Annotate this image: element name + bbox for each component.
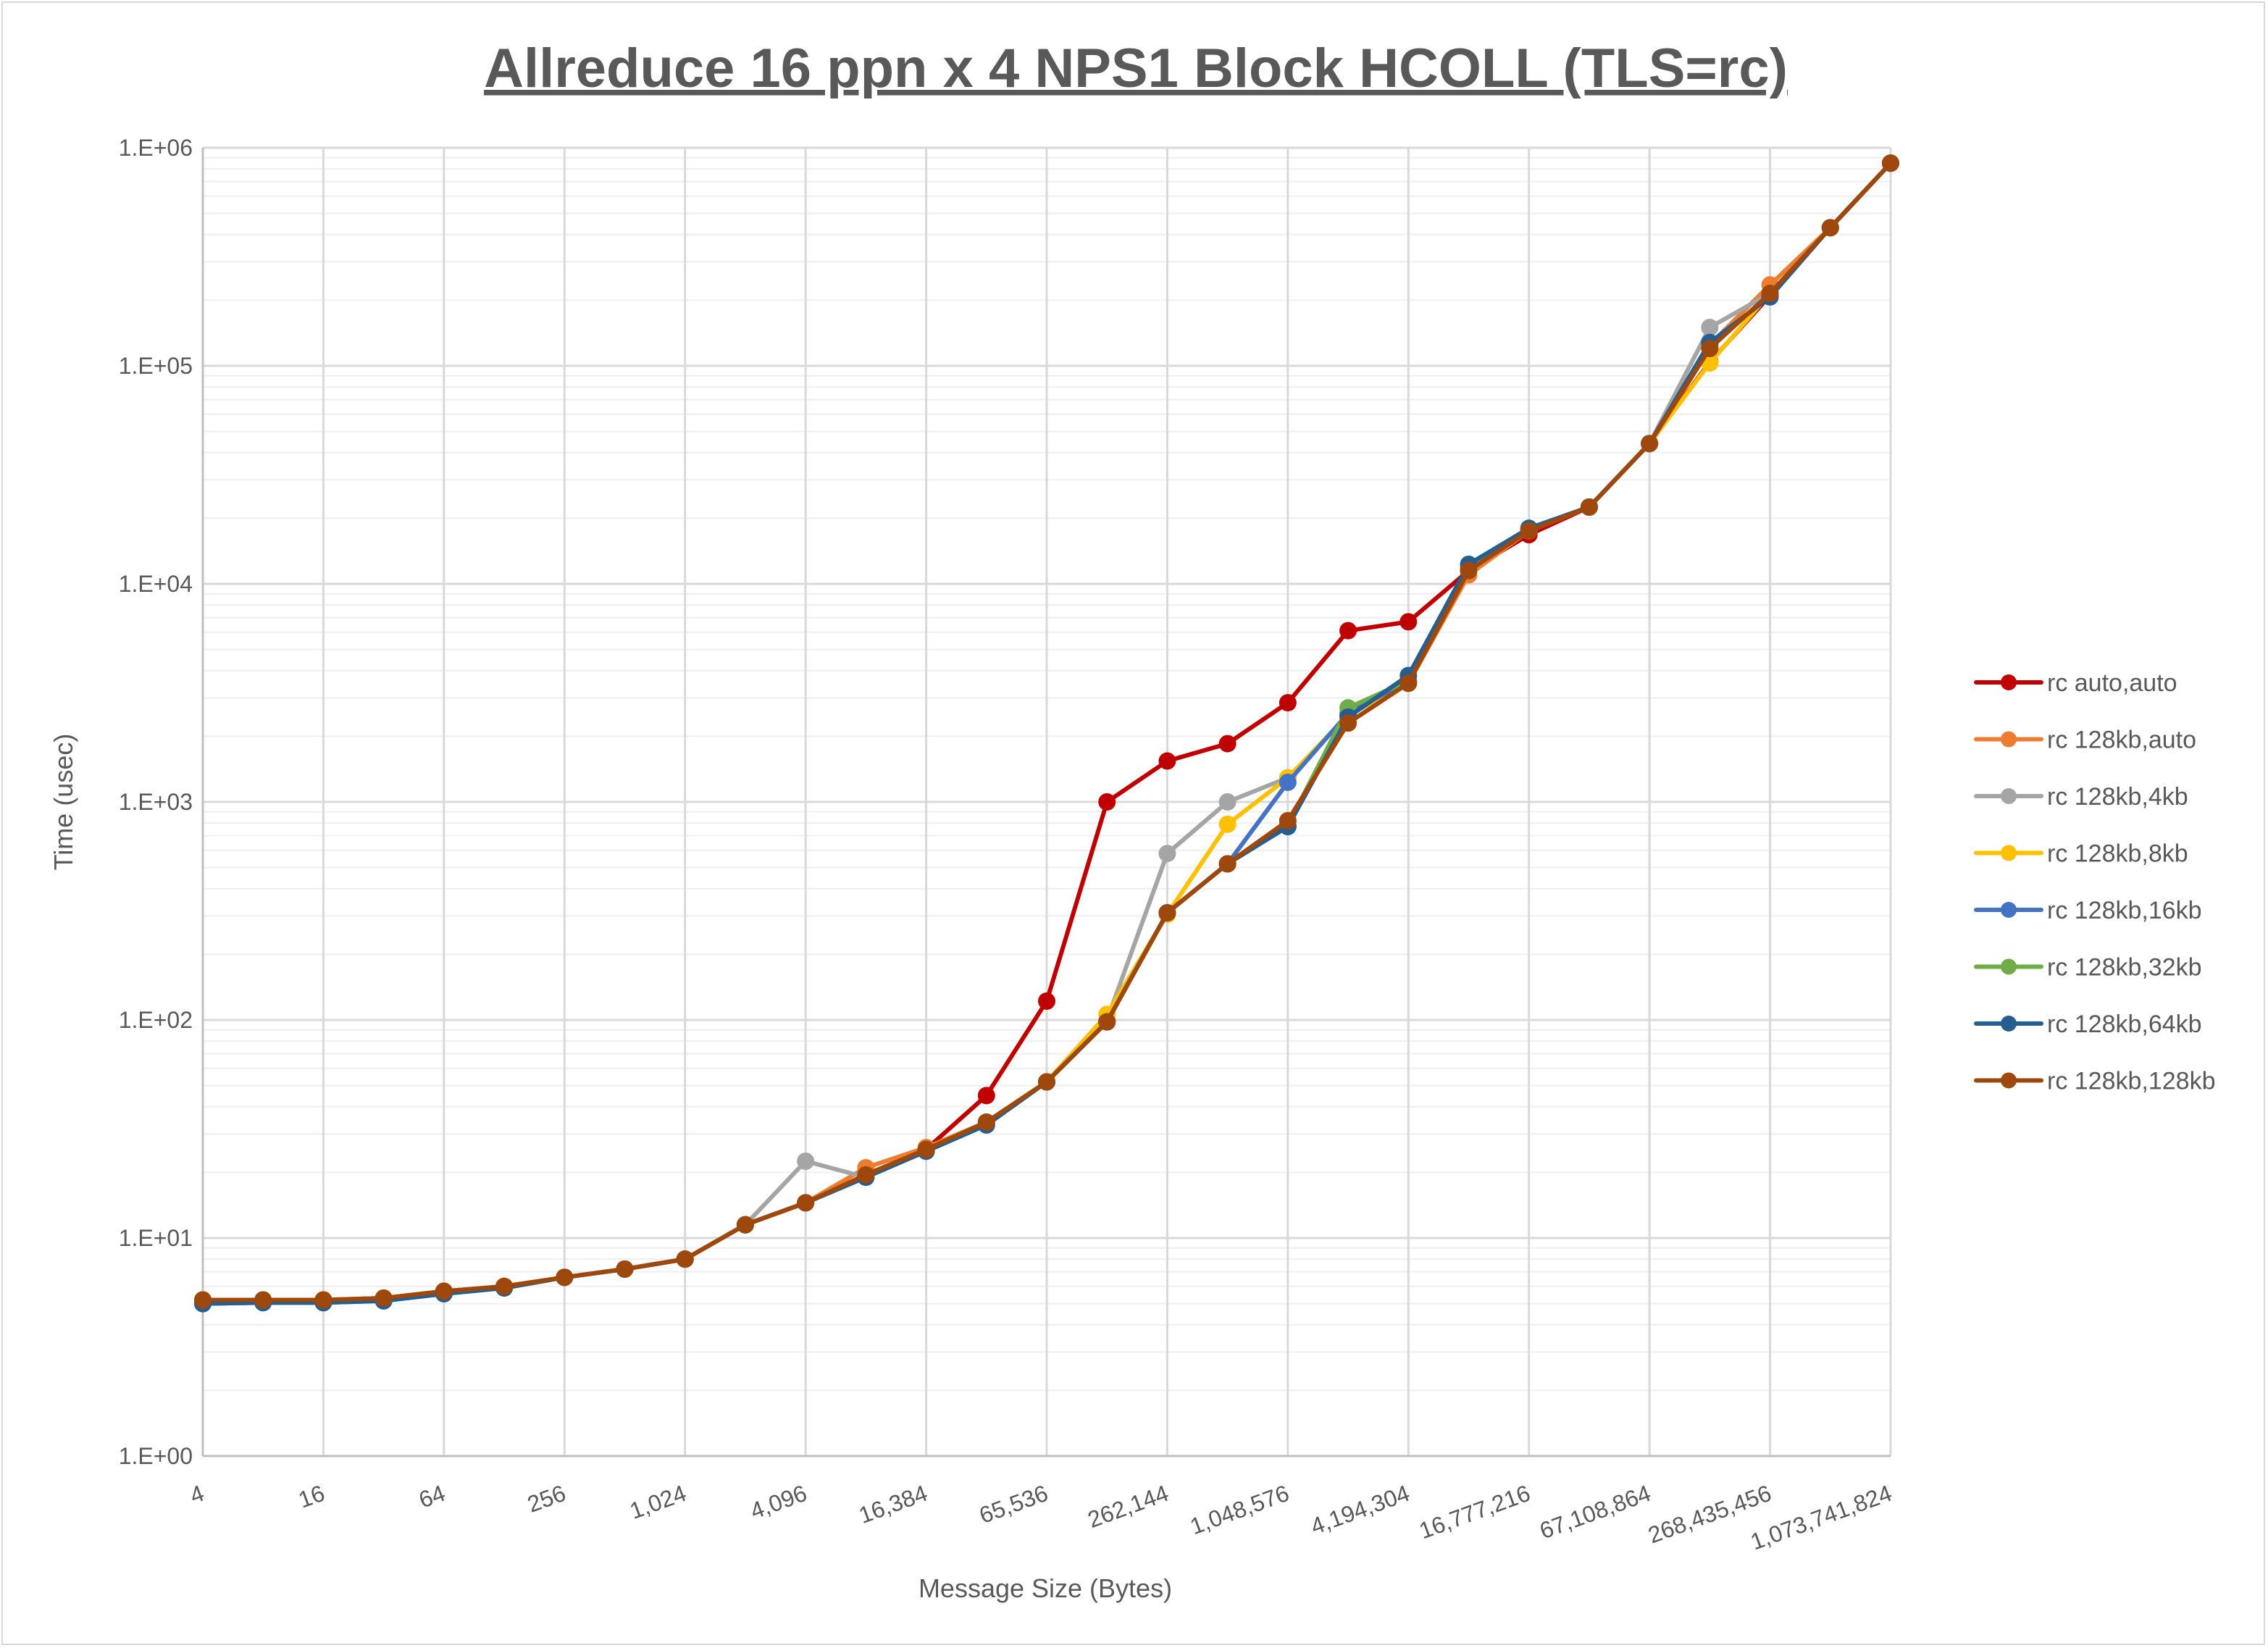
data-point xyxy=(314,1291,332,1309)
legend-marker xyxy=(2001,1072,2017,1089)
legend: rc auto,auto rc 128kb,auto rc 128kb,4kb rc … xyxy=(1974,669,2216,1095)
data-point xyxy=(1580,498,1598,516)
legend-item: rc 128kb,64kb xyxy=(1974,1011,2202,1038)
data-point xyxy=(1038,992,1055,1011)
data-point xyxy=(1761,284,1779,302)
data-point xyxy=(1158,904,1176,922)
data-point xyxy=(797,1152,815,1170)
data-point xyxy=(1218,815,1236,833)
data-point xyxy=(1339,622,1357,640)
x-tick-label: 16,384 xyxy=(855,1480,931,1528)
y-tick-label: 1.E+02 xyxy=(119,1007,193,1033)
data-point xyxy=(435,1282,453,1300)
y-axis-title: Time (usec) xyxy=(49,734,78,871)
data-point xyxy=(1279,694,1297,712)
y-tick-label: 1.E+04 xyxy=(119,571,193,597)
x-tick-label: 1,048,576 xyxy=(1187,1480,1292,1540)
data-point xyxy=(1218,793,1236,811)
axes: 1.E+00 1.E+01 1.E+02 1.E+03 1.E+04 1.E+05 1.E+… xyxy=(119,135,1896,1555)
legend-marker xyxy=(2001,958,2017,975)
y-tick-label: 1.E+05 xyxy=(119,353,193,379)
data-point xyxy=(736,1216,754,1234)
legend-item: rc 128kb,auto xyxy=(1974,727,2196,754)
legend-marker xyxy=(2001,1016,2017,1032)
y-tick-label: 1.E+00 xyxy=(119,1443,193,1469)
legend-marker xyxy=(2001,788,2017,804)
y-tick-label: 1.E+03 xyxy=(119,789,193,815)
data-point xyxy=(1399,613,1418,631)
legend-item: rc 128kb,32kb xyxy=(1974,954,2202,982)
gridlines xyxy=(203,146,1892,1457)
data-point xyxy=(1218,735,1236,753)
legend-marker xyxy=(2001,902,2017,918)
x-tick-label: 16,777,216 xyxy=(1415,1480,1533,1544)
x-tick-label: 4 xyxy=(186,1480,207,1509)
data-point xyxy=(1038,1073,1055,1091)
data-point xyxy=(1460,561,1478,580)
data-point xyxy=(1339,714,1357,732)
x-axis-title: Message Size (Bytes) xyxy=(919,1573,1172,1603)
data-point xyxy=(1882,154,1899,172)
data-point xyxy=(1641,435,1659,453)
data-point xyxy=(194,1291,212,1309)
legend-label: rc 128kb,32kb xyxy=(2047,954,2202,982)
legend-item: rc 128kb,128kb xyxy=(1974,1068,2216,1095)
data-point xyxy=(857,1166,875,1184)
data-point xyxy=(676,1250,694,1268)
legend-marker xyxy=(2001,731,2017,748)
data-point xyxy=(1158,845,1176,863)
data-point xyxy=(556,1268,574,1287)
legend-marker xyxy=(2001,845,2017,861)
x-tick-label: 1,024 xyxy=(627,1480,690,1524)
legend-label: rc 128kb,4kb xyxy=(2047,783,2188,811)
data-point xyxy=(1701,318,1719,336)
x-tick-label: 64 xyxy=(415,1480,448,1513)
legend-item: rc 128kb,4kb xyxy=(1974,783,2188,811)
legend-label: rc 128kb,128kb xyxy=(2047,1068,2216,1095)
data-point xyxy=(1218,855,1236,873)
legend-label: rc 128kb,16kb xyxy=(2047,897,2202,924)
y-tick-label: 1.E+06 xyxy=(119,135,193,161)
x-tick-label: 262,144 xyxy=(1084,1480,1172,1533)
data-point xyxy=(977,1087,995,1105)
data-point xyxy=(797,1194,815,1212)
data-point xyxy=(1098,1013,1116,1031)
data-point xyxy=(1399,674,1418,693)
data-point xyxy=(1279,811,1297,829)
series-rc-128kb-128kb xyxy=(194,154,1899,1309)
plot-area xyxy=(194,154,1899,1313)
data-point xyxy=(1520,522,1538,540)
legend-label: rc 128kb,auto xyxy=(2047,727,2196,754)
x-tick-label: 16 xyxy=(295,1480,328,1513)
data-point xyxy=(254,1291,272,1309)
x-tick-label: 256 xyxy=(524,1480,569,1518)
legend-label: rc 128kb,8kb xyxy=(2047,840,2188,868)
chart-title: Allreduce 16 ppn x 4 NPS1 Block HCOLL (T… xyxy=(484,38,1788,99)
data-point xyxy=(1701,340,1719,358)
x-tick-label: 4,194,304 xyxy=(1307,1480,1413,1540)
data-point xyxy=(1279,773,1297,791)
legend-label: rc 128kb,64kb xyxy=(2047,1011,2202,1038)
x-tick-label: 65,536 xyxy=(976,1480,1051,1528)
x-tick-label: 4,096 xyxy=(747,1480,811,1524)
legend-item: rc 128kb,16kb xyxy=(1974,897,2202,924)
data-point xyxy=(917,1140,935,1158)
data-point xyxy=(1821,219,1839,237)
data-point xyxy=(374,1289,393,1307)
legend-item: rc auto,auto xyxy=(1974,669,2177,697)
legend-label: rc auto,auto xyxy=(2047,669,2177,697)
data-point xyxy=(1098,793,1116,811)
legend-marker xyxy=(2001,674,2017,690)
y-tick-label: 1.E+01 xyxy=(119,1225,193,1251)
data-point xyxy=(495,1277,514,1295)
data-point xyxy=(977,1113,995,1132)
data-point xyxy=(616,1260,634,1278)
legend-item: rc 128kb,8kb xyxy=(1974,840,2188,868)
data-point xyxy=(1158,752,1176,770)
x-tick-label: 67,108,864 xyxy=(1536,1480,1654,1544)
